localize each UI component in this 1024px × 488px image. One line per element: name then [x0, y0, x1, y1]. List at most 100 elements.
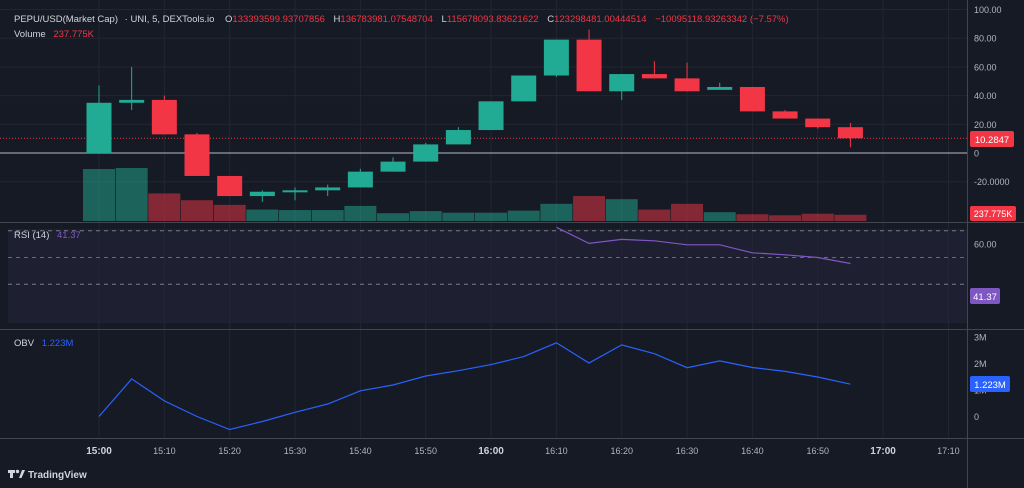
candle-body[interactable]: [674, 78, 700, 92]
obv-legend-label: OBV: [14, 338, 35, 349]
obv-badge-text: 1.223M: [974, 380, 1006, 391]
time-axis-tick-label: 17:10: [937, 446, 960, 456]
time-axis-tick-label: 15:20: [218, 446, 241, 456]
candle-body[interactable]: [151, 99, 177, 135]
volume-bar: [736, 214, 769, 221]
time-axis[interactable]: 15:00 15:10 15:20 15:30 15:40 15:50 16:00 16:10…: [86, 446, 959, 457]
obv-axis-tick-label: 0: [974, 412, 979, 422]
candle-body[interactable]: [184, 134, 210, 176]
time-axis-tick-label: 15:40: [349, 446, 372, 456]
time-axis-tick-label: 15:50: [414, 446, 437, 456]
candle-body[interactable]: [543, 39, 569, 76]
price-axis-tick-label: 0: [974, 149, 979, 159]
volume-bar: [475, 212, 508, 221]
volume-bar: [213, 204, 246, 221]
last-price-badge-text: 10.2847: [975, 135, 1009, 146]
ohlc-low-value: 115678093.83621622: [447, 14, 539, 25]
price-axis-tick-label: 20.00: [974, 120, 997, 130]
volume-bar: [507, 210, 540, 221]
rsi-line[interactable]: [556, 226, 851, 265]
candle-body[interactable]: [576, 39, 602, 92]
candle-body[interactable]: [282, 190, 308, 193]
volume-bar: [834, 214, 867, 221]
chart-legend[interactable]: PEPU/USD(Market Cap) · UNI, 5, DEXTools.…: [14, 14, 789, 25]
candle-body[interactable]: [609, 74, 635, 92]
obv-badge: [970, 376, 1010, 392]
symbol-meta: · UNI, 5, DEXTools.io: [125, 14, 215, 25]
volume-bar: [83, 169, 115, 221]
obv-legend[interactable]: OBV 1.223M: [14, 338, 73, 349]
price-zero-line-group: [0, 137, 967, 154]
volume-badge: [970, 206, 1016, 221]
volume-bar: [573, 196, 606, 221]
candle-body[interactable]: [119, 99, 145, 103]
volume-bar: [638, 209, 671, 221]
tradingview-logo-text: TradingView: [28, 470, 87, 481]
ohlc-high-label: H: [334, 14, 341, 25]
candle-body[interactable]: [347, 171, 373, 188]
volume-bar: [377, 213, 410, 221]
rsi-axis[interactable]: 60.00: [974, 240, 997, 250]
candle-body[interactable]: [511, 75, 537, 102]
candle-body[interactable]: [772, 111, 798, 119]
rsi-axis-tick-label: 60.00: [974, 240, 997, 250]
candle-body[interactable]: [413, 144, 439, 162]
rsi-legend-value: 41.37: [57, 230, 81, 241]
volume-legend[interactable]: Volume 237.775K: [14, 29, 95, 40]
candle-body[interactable]: [641, 74, 667, 79]
last-price-badge: [970, 131, 1014, 147]
price-axis[interactable]: 100.00 80.00 60.00 40.00 20.00 0 -20.0000: [974, 5, 1010, 187]
candle-body[interactable]: [837, 127, 863, 139]
ohlc-change-value: −10095118.93263342 (−7.57%): [655, 14, 788, 25]
ohlc-close-value: 123298481.00444514: [554, 14, 646, 25]
obv-legend-value: 1.223M: [42, 338, 74, 349]
ohlc-high-value: 136783981.07548704: [340, 14, 432, 25]
time-axis-tick-label: 15:00: [86, 446, 112, 457]
symbol-title[interactable]: PEPU/USD(Market Cap): [14, 14, 118, 25]
obv-line[interactable]: [98, 342, 851, 431]
volume-legend-value: 237.775K: [53, 29, 94, 40]
rsi-pane[interactable]: [8, 226, 967, 285]
candle-body[interactable]: [86, 102, 112, 153]
candle-body[interactable]: [380, 161, 406, 172]
volume-bar: [801, 213, 834, 221]
candle-body[interactable]: [739, 86, 765, 112]
volume-bar: [409, 211, 442, 221]
rsi-band-background: [8, 229, 967, 323]
ohlc-open-value: 133393599.93707856: [232, 14, 324, 25]
candle-body[interactable]: [707, 86, 733, 90]
volume-bar: [344, 205, 377, 221]
volume-legend-label: Volume: [14, 29, 46, 40]
rsi-legend[interactable]: RSI (14) 41.37: [14, 230, 81, 241]
price-axis-tick-label: 40.00: [974, 91, 997, 101]
time-axis-tick-label: 17:00: [870, 446, 896, 457]
candle-body[interactable]: [805, 118, 831, 128]
ohlc-close-label: C: [547, 14, 554, 25]
rsi-badge-text: 41.37: [973, 292, 997, 303]
time-axis-tick-label: 16:40: [741, 446, 764, 456]
price-axis-tick-label: 100.00: [974, 5, 1002, 15]
rsi-badge: [970, 288, 1000, 304]
obv-axis-tick-label: 3M: [974, 333, 987, 343]
obv-axis-tick-label: 2M: [974, 359, 987, 369]
volume-bar: [605, 199, 638, 221]
tradingview-logo[interactable]: TradingView: [8, 469, 87, 481]
obv-pane[interactable]: [98, 342, 851, 431]
volume-bar: [311, 210, 344, 221]
candle-body[interactable]: [249, 191, 275, 197]
candle-body[interactable]: [315, 187, 341, 191]
ohlc-open-label: O: [225, 14, 232, 25]
volume-bar: [769, 215, 802, 221]
price-axis-tick-label: -20.0000: [974, 177, 1010, 187]
candle-body[interactable]: [478, 101, 504, 131]
tradingview-logo-icon: [8, 469, 25, 478]
time-axis-tick-label: 16:10: [545, 446, 568, 456]
rsi-legend-label: RSI (14): [14, 230, 49, 241]
time-axis-tick-label: 16:20: [610, 446, 633, 456]
candlesticks[interactable]: [86, 29, 863, 202]
candle-body[interactable]: [445, 130, 471, 145]
candle-body[interactable]: [217, 175, 243, 197]
price-axis-tick-label: 60.00: [974, 62, 997, 72]
volume-bar: [181, 200, 214, 221]
